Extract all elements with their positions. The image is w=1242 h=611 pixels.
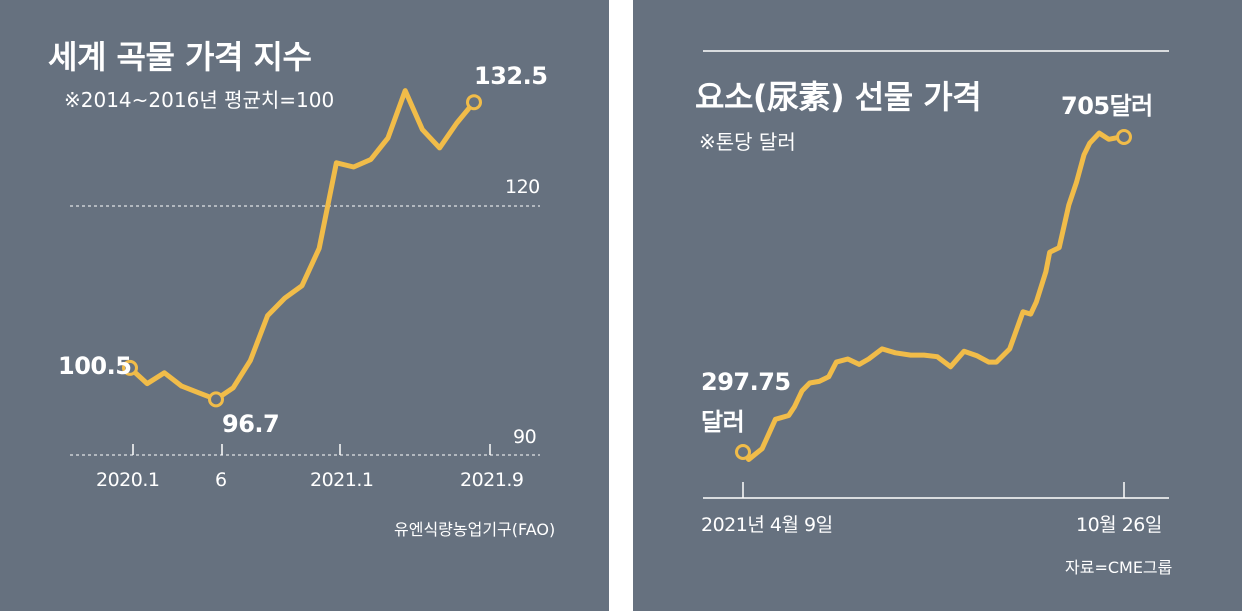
end-value-label: 705달러	[1061, 92, 1153, 120]
urea-futures-price-panel: 요소(尿素) 선물 가격 ※톤당 달러 297.75 달러 705달러 2021…	[633, 0, 1242, 611]
y-tick-label-120: 120	[505, 176, 540, 198]
price-index-series-line	[127, 88, 477, 402]
chart-subtitle: ※톤당 달러	[699, 130, 796, 154]
x-tick-label: 2021년 4월 9일	[701, 514, 833, 536]
low-value-label: 96.7	[222, 410, 280, 438]
x-tick-label: 2021.9	[460, 469, 524, 491]
grain-price-index-panel: 세계 곡물 가격 지수 ※2014~2016년 평균치=100 100.5 96…	[0, 0, 609, 611]
end-point-marker	[1116, 129, 1132, 145]
end-value-label: 132.5	[474, 62, 548, 90]
start-point-marker	[122, 359, 138, 376]
low-point-marker	[208, 391, 224, 408]
chart-title: 세계 곡물 가격 지수	[48, 38, 312, 76]
start-value-unit-label: 달러	[701, 408, 745, 436]
x-tick-label: 6	[215, 469, 227, 491]
end-point-marker	[466, 94, 482, 111]
y-tick-label-90: 90	[513, 426, 537, 448]
chart-title: 요소(尿素) 선물 가격	[695, 78, 982, 116]
start-point-marker	[735, 444, 751, 460]
source-label: 자료=CME그룹	[1065, 558, 1173, 577]
x-tick-label: 10월 26일	[1076, 514, 1162, 536]
chart-subtitle: ※2014~2016년 평균치=100	[64, 88, 335, 112]
start-value-label: 297.75	[701, 368, 791, 396]
x-tick-label: 2020.1	[96, 469, 160, 491]
x-tick-label: 2021.1	[310, 469, 374, 491]
start-value-label: 100.5	[58, 352, 132, 380]
urea-price-chart	[703, 50, 1169, 499]
grain-price-chart	[70, 88, 540, 456]
urea-price-series-line	[740, 130, 1127, 462]
source-label: 유엔식량농업기구(FAO)	[394, 520, 556, 539]
